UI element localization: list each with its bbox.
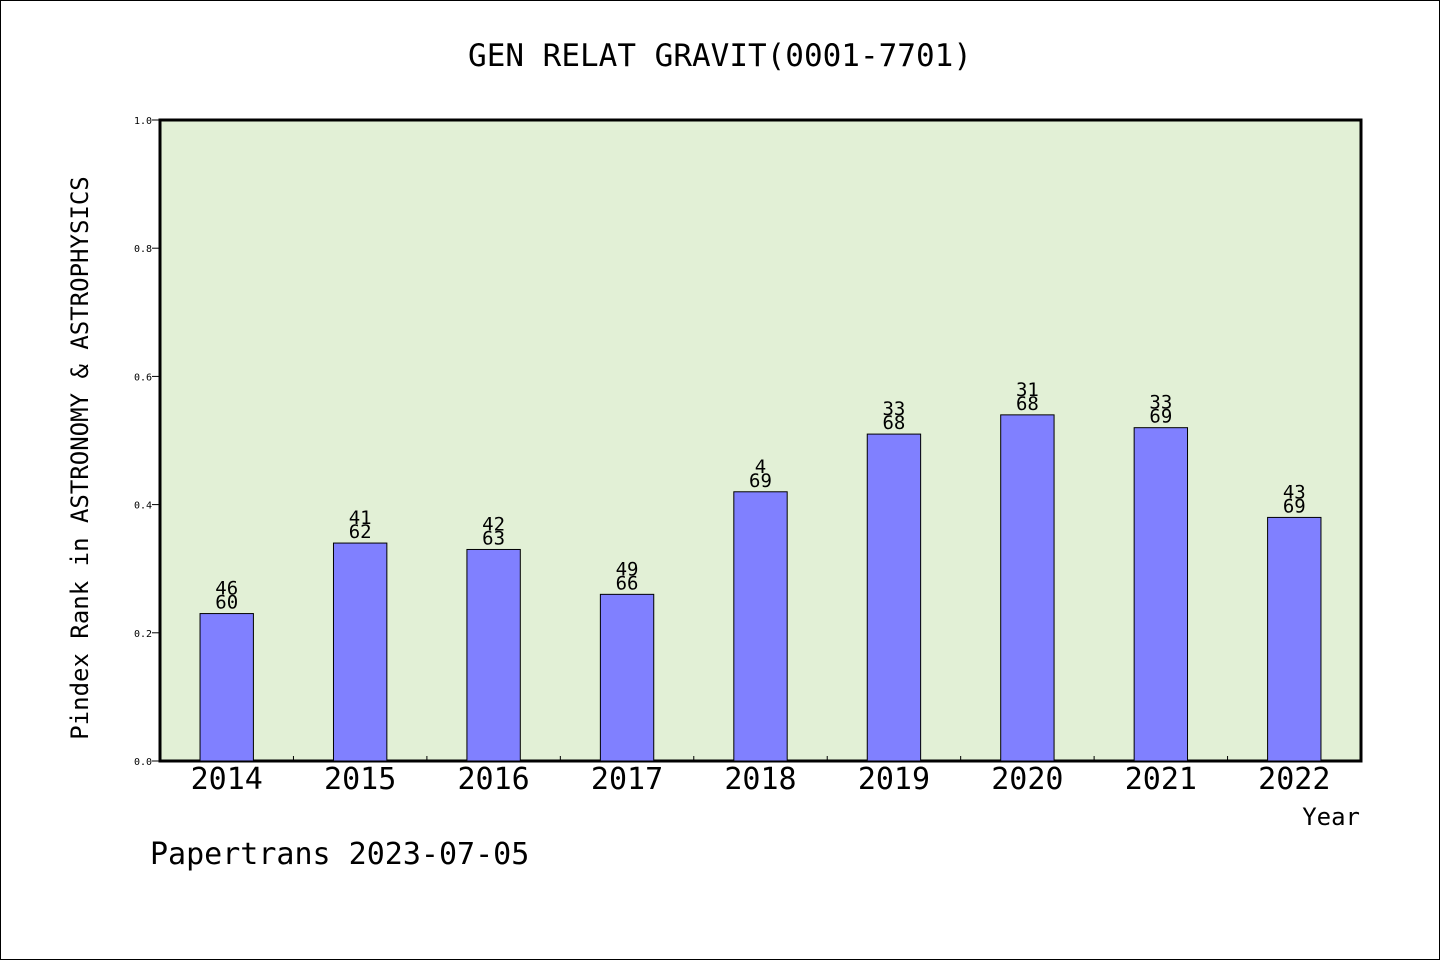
y-axis-label: Pindex Rank in ASTRONOMY & ASTROPHYSICS	[66, 176, 94, 740]
bar-total-label: 69	[1149, 406, 1172, 428]
bars	[199, 414, 1322, 762]
bar-2022	[1267, 516, 1322, 762]
bar-2016	[466, 548, 521, 762]
x-tick-label: 2014	[191, 762, 263, 797]
bar-rank-label: 4	[755, 456, 766, 478]
y-tick-label: 1.0	[134, 116, 152, 127]
x-tick-label: 2017	[591, 762, 663, 797]
bar-2021	[1133, 427, 1189, 762]
y-tick-label: 0.2	[134, 629, 152, 640]
bar-total-label: 60	[215, 592, 238, 614]
y-tick-label: 0.0	[134, 757, 152, 768]
bar-rank-label: 31	[1016, 379, 1039, 401]
bar-total-label: 68	[882, 412, 905, 434]
bar-2014	[199, 613, 254, 762]
bar-rank-label: 33	[1149, 392, 1172, 414]
bar-2015	[332, 542, 388, 762]
x-tick-label: 2016	[457, 762, 529, 797]
x-tick-label: 2022	[1258, 762, 1330, 797]
bar-rank-label: 41	[349, 507, 372, 529]
x-axis-label: Year	[1302, 803, 1360, 831]
x-tick-label: 2015	[324, 762, 396, 797]
y-tick-label: 0.6	[134, 372, 152, 383]
y-tick-label: 0.8	[134, 244, 152, 255]
bar-2020	[1000, 414, 1055, 762]
bar-total-label: 69	[749, 470, 772, 492]
bar-rank-label: 33	[882, 398, 905, 420]
bar-rank-label: 43	[1283, 481, 1306, 503]
x-axis: 2014 2015 2016 2017 2018 2019 2020 2021 2022	[191, 756, 1330, 797]
bar-total-label: 69	[1283, 495, 1306, 517]
bar-2019	[866, 433, 922, 762]
chart-title: GEN RELAT GRAVIT(0001-7701)	[468, 38, 972, 74]
bar-2018	[733, 491, 788, 762]
bar-rank-label: 42	[482, 513, 505, 535]
bar-total-label: 63	[482, 527, 505, 549]
x-tick-label: 2020	[991, 762, 1063, 797]
bar-rank-label: 49	[616, 558, 639, 580]
bar-rank-label: 46	[215, 578, 238, 600]
x-tick-label: 2019	[858, 762, 930, 797]
footer-text: Papertrans 2023-07-05	[150, 837, 529, 872]
bar-total-label: 66	[616, 572, 639, 594]
bar-total-label: 62	[349, 521, 372, 543]
y-tick-label: 0.4	[134, 501, 152, 512]
bar-2017	[599, 593, 655, 762]
x-tick-label: 2018	[724, 762, 796, 797]
y-axis: 0.0 0.2 0.4 0.6 0.8 1.0	[134, 116, 160, 768]
x-tick-label: 2021	[1125, 762, 1197, 797]
bar-total-label: 68	[1016, 393, 1039, 415]
